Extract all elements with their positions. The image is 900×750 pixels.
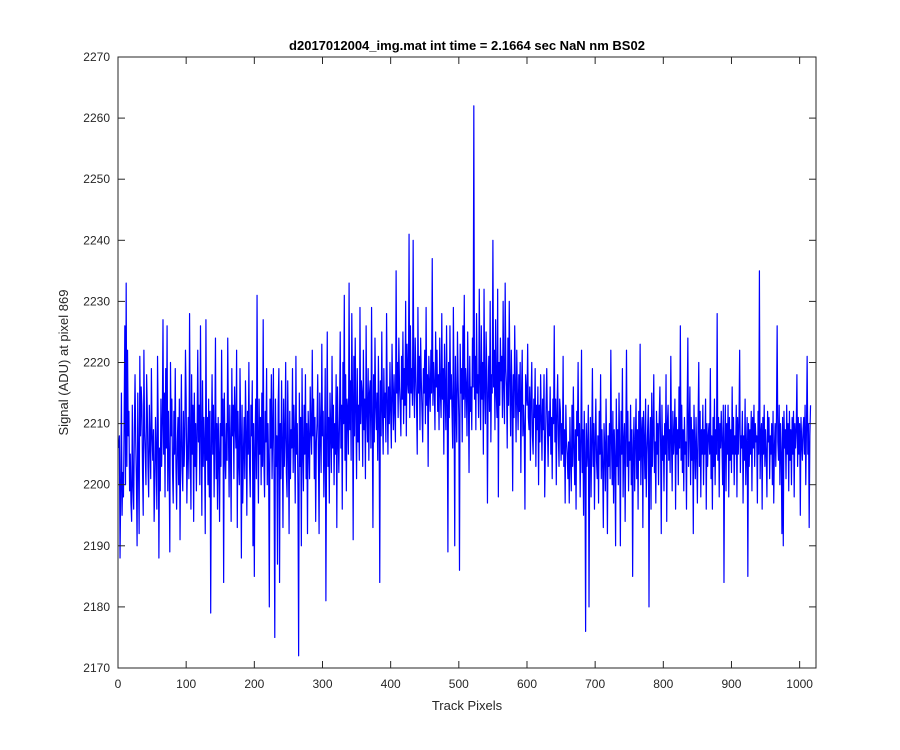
x-tick-label: 900 (721, 677, 741, 691)
y-tick-label: 2180 (83, 600, 110, 614)
x-tick-label: 700 (585, 677, 605, 691)
x-tick-label: 300 (312, 677, 332, 691)
y-tick-label: 2190 (83, 539, 110, 553)
chart-title: d2017012004_img.mat int time = 2.1664 se… (289, 38, 645, 53)
y-tick-label: 2240 (83, 233, 110, 247)
x-tick-label: 1000 (786, 677, 813, 691)
y-tick-label: 2250 (83, 172, 110, 186)
y-tick-label: 2270 (83, 50, 110, 64)
x-tick-label: 800 (653, 677, 673, 691)
series-layer (118, 105, 812, 657)
y-tick-label: 2230 (83, 294, 110, 308)
x-tick-label: 500 (449, 677, 469, 691)
x-tick-label: 400 (381, 677, 401, 691)
y-tick-label: 2210 (83, 417, 110, 431)
y-tick-label: 2170 (83, 661, 110, 675)
ticks-layer: 0 100 200 300 400 500 600 700 800 900 1000 2170 2180… (83, 50, 816, 691)
y-axis-label: Signal (ADU) at pixel 869 (56, 290, 71, 436)
x-axis-label: Track Pixels (432, 698, 503, 713)
x-tick-label: 600 (517, 677, 537, 691)
series-line-0 (118, 105, 812, 657)
axes-box (117, 56, 817, 669)
y-tick-label: 2220 (83, 356, 110, 370)
y-tick-label: 2260 (83, 111, 110, 125)
x-tick-label: 0 (115, 677, 122, 691)
x-tick-label: 100 (176, 677, 196, 691)
x-tick-label: 200 (244, 677, 264, 691)
y-tick-label: 2200 (83, 478, 110, 492)
